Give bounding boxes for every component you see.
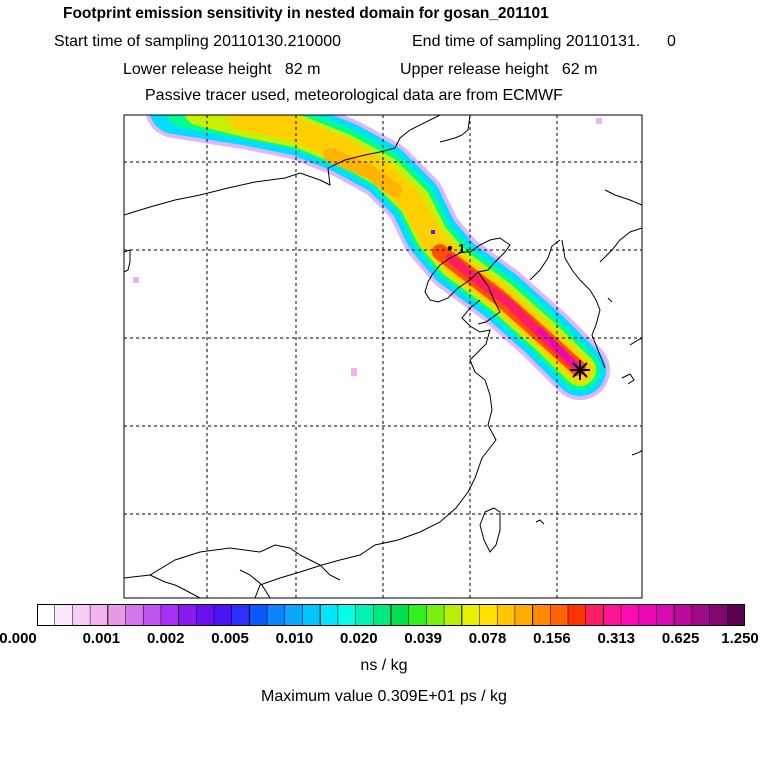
colorbar-cell	[674, 604, 693, 626]
colorbar-cell	[54, 604, 73, 626]
sampling-end: End time of sampling 20110131. 0	[412, 33, 676, 50]
colorbar-cell	[656, 604, 675, 626]
colorbar-cell	[231, 604, 250, 626]
colorbar-cell	[320, 604, 339, 626]
colorbar-tick-label: 0.005	[211, 630, 249, 647]
colorbar-cell	[532, 604, 551, 626]
graticule	[124, 115, 642, 598]
colorbar-tick-label: 0.313	[597, 630, 636, 647]
plot-title: Footprint emission sensitivity in nested…	[63, 5, 549, 22]
colorbar-cell	[72, 604, 91, 626]
colorbar-cell	[691, 604, 711, 626]
sampling-start: Start time of sampling 20110130.210000	[54, 33, 342, 50]
colorbar-cell	[621, 604, 640, 626]
colorbar-tick-label: 0.156	[533, 630, 571, 647]
colorbar-cell	[461, 604, 480, 626]
colorbar-units: ns / kg	[360, 657, 408, 674]
colorbar-cell	[408, 604, 427, 626]
colorbar-cell	[514, 604, 534, 626]
release-marker: 1	[448, 241, 465, 256]
colorbar-cell	[284, 604, 303, 626]
colorbar-tick-label: 0.000	[0, 630, 37, 647]
colorbar-cell	[302, 604, 321, 626]
colorbar-tick-label: 1.250	[721, 630, 759, 647]
colorbar-tick-label: 0.010	[275, 630, 314, 647]
lower-release-height: Lower release height 82 m	[123, 61, 321, 78]
colorbar-tick-label: 0.078	[468, 630, 507, 647]
colorbar-cell	[355, 604, 374, 626]
tracer-note: Passive tracer used, meteorological data…	[145, 87, 563, 104]
colorbar-cell	[568, 604, 587, 626]
colorbar-cell	[196, 604, 215, 626]
receptor-star-icon	[570, 360, 590, 380]
colorbar-tick-label: 0.001	[82, 630, 121, 647]
colorbar-cell	[90, 604, 109, 626]
colorbar	[37, 604, 745, 626]
footprint-map: 1	[123, 114, 643, 599]
colorbar-cell	[125, 604, 144, 626]
colorbar-cell	[391, 604, 410, 626]
colorbar-cell	[709, 604, 728, 626]
colorbar-cell	[727, 604, 745, 626]
colorbar-cell	[638, 604, 657, 626]
colorbar-cell	[249, 604, 268, 626]
map-frame	[123, 114, 643, 599]
colorbar-cell	[107, 604, 126, 626]
colorbar-tick-label: 0.625	[661, 630, 700, 647]
colorbar-cell	[373, 604, 392, 626]
colorbar-tick-label: 0.020	[340, 630, 378, 647]
release-marker-label: 1	[458, 241, 465, 256]
footprint-speckles	[133, 118, 602, 376]
upper-release-height: Upper release height 62 m	[400, 61, 598, 78]
colorbar-cell	[214, 604, 233, 626]
colorbar-cell	[160, 604, 180, 626]
footprint-plume	[145, 115, 610, 400]
colorbar-cell	[178, 604, 197, 626]
colorbar-tick-label: 0.002	[146, 630, 185, 647]
colorbar-cell	[143, 604, 162, 626]
coastlines	[124, 115, 642, 598]
colorbar-cell	[497, 604, 516, 626]
colorbar-cell	[267, 604, 286, 626]
colorbar-cell	[550, 604, 569, 626]
colorbar-cell	[603, 604, 622, 626]
colorbar-cell	[37, 604, 56, 626]
colorbar-cell	[426, 604, 445, 626]
colorbar-cell	[337, 604, 357, 626]
colorbar-tick-label: 0.039	[404, 630, 442, 647]
maximum-value: Maximum value 0.309E+01 ps / kg	[261, 688, 507, 705]
colorbar-cell	[479, 604, 498, 626]
colorbar-cell	[444, 604, 463, 626]
colorbar-cell	[585, 604, 604, 626]
